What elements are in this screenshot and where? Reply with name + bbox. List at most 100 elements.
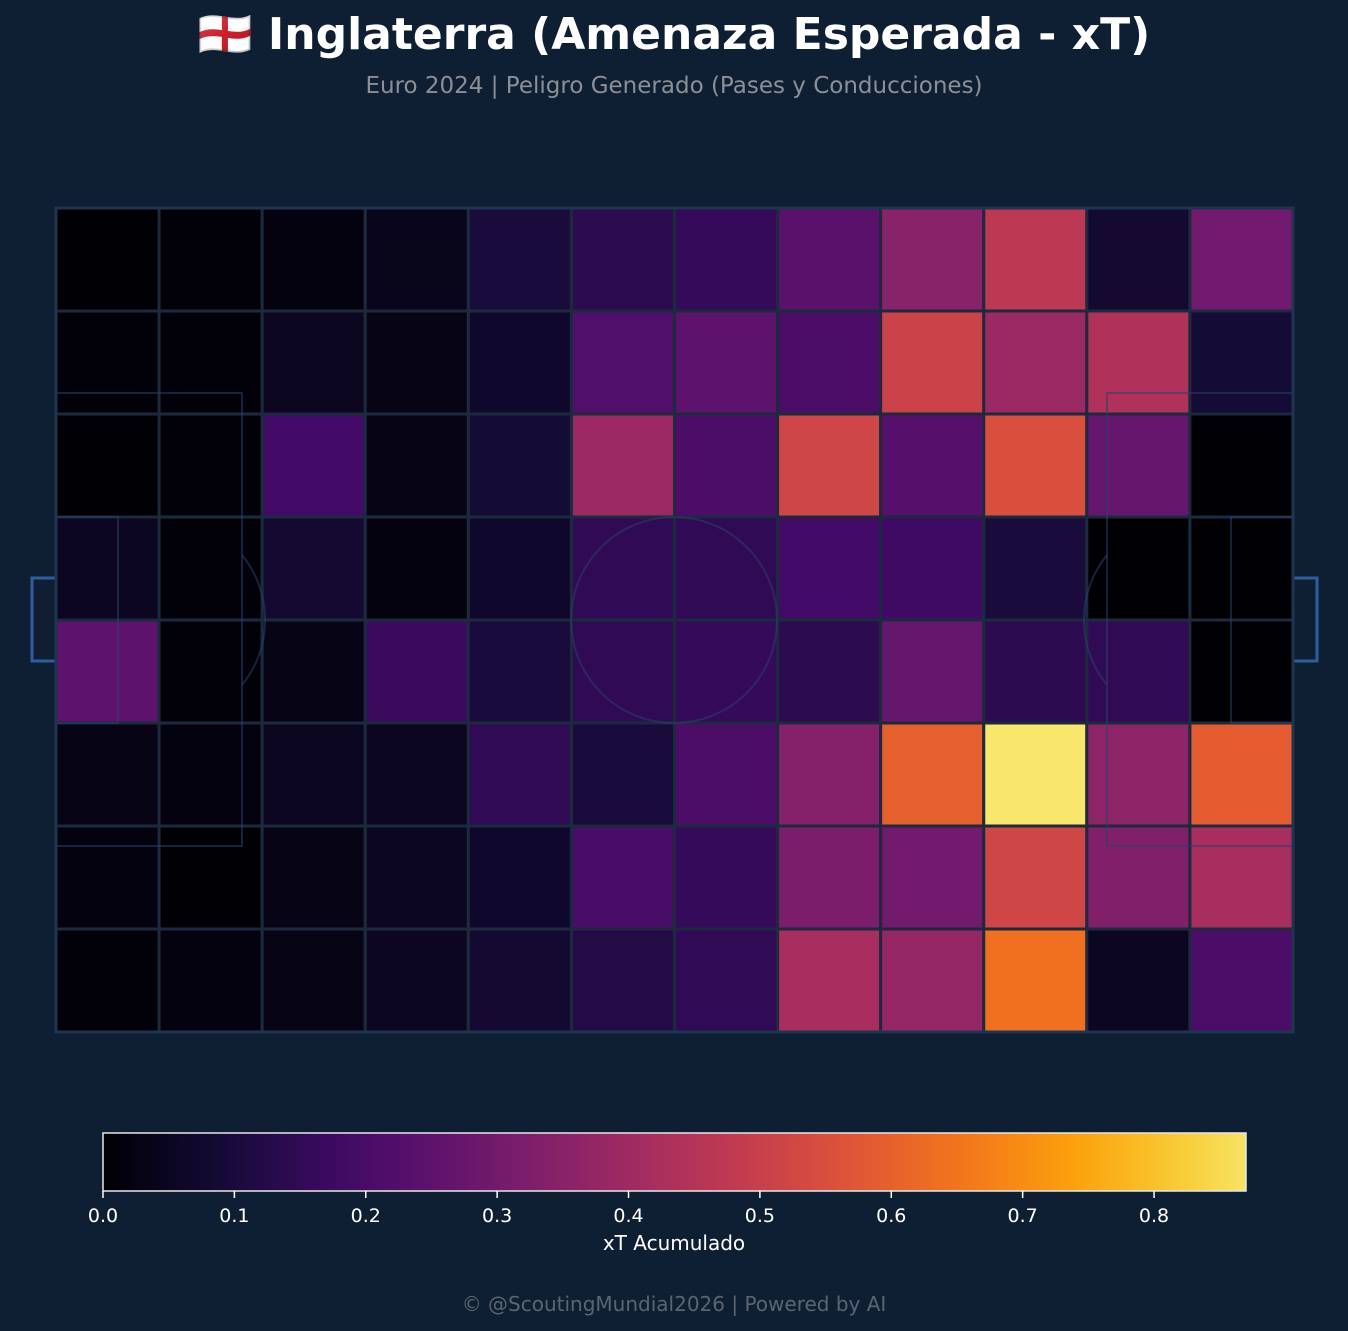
colorbar-tick-label: 0.5 xyxy=(745,1205,775,1227)
heatmap-cell-r4-c3 xyxy=(363,618,470,725)
heatmap-cell-r6-c0 xyxy=(54,824,161,931)
heatmap-cell-r7-c3 xyxy=(363,927,470,1034)
heatmap-cell-r2-c0 xyxy=(54,412,161,519)
heatmap-cell-r3-c7 xyxy=(776,515,883,622)
colorbar-tick-label: 0.2 xyxy=(351,1205,381,1227)
heatmap-cell-r5-c4 xyxy=(466,721,573,828)
heatmap-cell-r3-c4 xyxy=(466,515,573,622)
heatmap-cell-r5-c0 xyxy=(54,721,161,828)
center-circle xyxy=(570,516,778,724)
heatmap-cell-r0-c6 xyxy=(673,206,780,313)
right-goal xyxy=(1290,576,1319,663)
heatmap-cell-r7-c7 xyxy=(776,927,883,1034)
heatmap-cell-r1-c4 xyxy=(466,309,573,416)
left-goal xyxy=(30,576,58,663)
heatmap-cell-r2-c9 xyxy=(982,412,1089,519)
heatmap-cell-r6-c10 xyxy=(1085,824,1192,931)
heatmap-cell-r5-c11 xyxy=(1188,721,1295,828)
heatmap-cell-r6-c5 xyxy=(569,824,676,931)
heatmap-cell-r4-c8 xyxy=(879,618,986,725)
heatmap-cell-r5-c10 xyxy=(1085,721,1192,828)
heatmap-cell-r0-c10 xyxy=(1085,206,1192,313)
heatmap-cell-r1-c0 xyxy=(54,309,161,416)
right-penalty-arc xyxy=(1082,554,1108,686)
heatmap-cell-r4-c10 xyxy=(1085,618,1192,725)
heatmap-cell-r4-c0 xyxy=(54,618,161,725)
heatmap-cell-r7-c10 xyxy=(1085,927,1192,1034)
heatmap-cell-r3-c1 xyxy=(157,515,264,622)
heatmap-cell-r6-c11 xyxy=(1188,824,1295,931)
heatmap-cell-r2-c7 xyxy=(776,412,883,519)
pitch-outline xyxy=(54,206,1295,1034)
heatmap-cell-r5-c5 xyxy=(569,721,676,828)
heatmap-cell-r1-c5 xyxy=(569,309,676,416)
heatmap-cell-r3-c3 xyxy=(363,515,470,622)
chart-subtitle: Euro 2024 | Peligro Generado (Pases y Co… xyxy=(365,73,983,99)
heatmap-cell-r1-c3 xyxy=(363,309,470,416)
heatmap-cell-r1-c10 xyxy=(1085,309,1192,416)
heatmap-cell-r7-c2 xyxy=(260,927,367,1034)
heatmap-cell-r2-c1 xyxy=(157,412,264,519)
heatmap-cell-r6-c4 xyxy=(466,824,573,931)
colorbar-label: xT Acumulado xyxy=(603,1231,745,1255)
colorbar-tick-label: 0.8 xyxy=(1139,1205,1169,1227)
heatmap-cell-r2-c11 xyxy=(1188,412,1295,519)
colorbar-ticks: 0.0 0.1 0.2 0.3 0.4 0.5 0.6 0.7 0.8 xyxy=(88,1191,1169,1227)
heatmap-cell-r3-c6 xyxy=(673,515,780,622)
heatmap-cell-r6-c9 xyxy=(982,824,1089,931)
heatmap-cell-r3-c0 xyxy=(54,515,161,622)
heatmap-cell-r5-c1 xyxy=(157,721,264,828)
heatmap-cell-r1-c2 xyxy=(260,309,367,416)
heatmap-cell-r7-c1 xyxy=(157,927,264,1034)
left-penalty-arc xyxy=(241,554,267,686)
heatmap-cell-r2-c2 xyxy=(260,412,367,519)
heatmap-cell-r5-c3 xyxy=(363,721,470,828)
heatmap-cell-r5-c2 xyxy=(260,721,367,828)
heatmap-cell-r3-c10 xyxy=(1085,515,1192,622)
heatmap-cell-r6-c1 xyxy=(157,824,264,931)
heatmap-cell-r7-c4 xyxy=(466,927,573,1034)
heatmap-cell-r2-c10 xyxy=(1085,412,1192,519)
heatmap-cell-r7-c8 xyxy=(879,927,986,1034)
colorbar-tick-label: 0.7 xyxy=(1008,1205,1038,1227)
heatmap-cell-r5-c8 xyxy=(879,721,986,828)
heatmap-cell-r3-c8 xyxy=(879,515,986,622)
heatmap-cell-r4-c11 xyxy=(1188,618,1295,725)
heatmap-cells xyxy=(54,206,1295,1034)
heatmap-cell-r0-c5 xyxy=(569,206,676,313)
colorbar-tick-label: 0.6 xyxy=(876,1205,906,1227)
heatmap-cell-r4-c7 xyxy=(776,618,883,725)
heatmap-cell-r2-c8 xyxy=(879,412,986,519)
heatmap-cell-r0-c4 xyxy=(466,206,573,313)
heatmap-cell-r4-c2 xyxy=(260,618,367,725)
heatmap-cell-r3-c9 xyxy=(982,515,1089,622)
heatmap-cell-r4-c9 xyxy=(982,618,1089,725)
heatmap-cell-r6-c6 xyxy=(673,824,780,931)
heatmap-cell-r1-c1 xyxy=(157,309,264,416)
heatmap-cell-r0-c1 xyxy=(157,206,264,313)
heatmap-cell-r4-c5 xyxy=(569,618,676,725)
heatmap-cell-r6-c7 xyxy=(776,824,883,931)
footer-credit: © @ScoutingMundial2026 | Powered by AI xyxy=(461,1292,887,1316)
heatmap-cell-r0-c11 xyxy=(1188,206,1295,313)
heatmap-cell-r1-c9 xyxy=(982,309,1089,416)
heatmap-cell-r0-c7 xyxy=(776,206,883,313)
heatmap-cell-r7-c6 xyxy=(673,927,780,1034)
heatmap-cell-r6-c2 xyxy=(260,824,367,931)
chart-title: 🏴󠁧󠁢󠁥󠁮󠁧󠁿 Inglaterra (Amenaza Esperada - x… xyxy=(197,9,1151,60)
heatmap-cell-r1-c8 xyxy=(879,309,986,416)
heatmap-cell-r1-c7 xyxy=(776,309,883,416)
heatmap-cell-r5-c9 xyxy=(982,721,1089,828)
colorbar-tick-label: 0.4 xyxy=(613,1205,643,1227)
colorbar-tick-label: 0.3 xyxy=(482,1205,512,1227)
heatmap-cell-r3-c5 xyxy=(569,515,676,622)
heatmap-cell-r7-c9 xyxy=(982,927,1089,1034)
heatmap-cell-r4-c6 xyxy=(673,618,780,725)
heatmap-cell-r0-c0 xyxy=(54,206,161,313)
heatmap-cell-r0-c3 xyxy=(363,206,470,313)
heatmap-cell-r6-c3 xyxy=(363,824,470,931)
heatmap-cell-r0-c2 xyxy=(260,206,367,313)
heatmap-cell-r3-c2 xyxy=(260,515,367,622)
heatmap-cell-r2-c4 xyxy=(466,412,573,519)
